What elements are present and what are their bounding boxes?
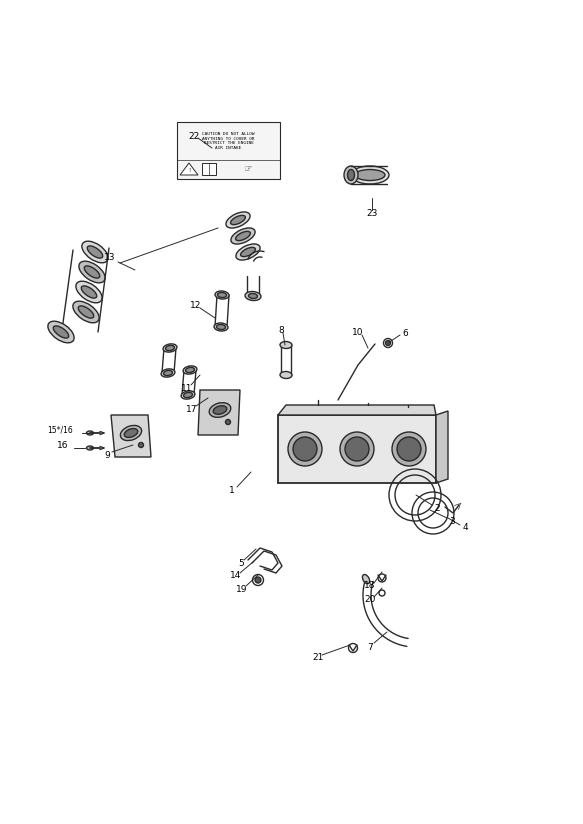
Text: 8: 8 (278, 325, 284, 335)
Text: 16: 16 (57, 441, 69, 450)
Ellipse shape (208, 396, 220, 404)
Text: 18: 18 (364, 582, 376, 591)
Text: 1: 1 (229, 485, 235, 494)
Ellipse shape (73, 302, 99, 323)
Ellipse shape (345, 437, 369, 461)
Ellipse shape (124, 428, 138, 438)
Text: 23: 23 (366, 208, 378, 218)
Bar (202, 163, 216, 175)
Ellipse shape (53, 325, 69, 338)
Ellipse shape (121, 425, 142, 441)
Ellipse shape (207, 416, 219, 424)
Ellipse shape (216, 325, 226, 330)
Ellipse shape (236, 232, 251, 241)
Ellipse shape (213, 405, 227, 414)
Ellipse shape (288, 432, 322, 466)
Ellipse shape (166, 345, 174, 350)
Ellipse shape (355, 170, 385, 180)
Polygon shape (278, 405, 436, 415)
Ellipse shape (245, 292, 261, 301)
Text: 6: 6 (402, 329, 408, 338)
Ellipse shape (226, 212, 250, 228)
Ellipse shape (139, 442, 143, 447)
Ellipse shape (183, 366, 197, 374)
Text: 7: 7 (367, 643, 373, 652)
Text: 17: 17 (186, 405, 198, 414)
Ellipse shape (184, 392, 192, 398)
Text: 9: 9 (104, 451, 110, 460)
Polygon shape (436, 411, 448, 483)
Text: 19: 19 (236, 584, 248, 593)
Ellipse shape (185, 368, 195, 372)
Polygon shape (180, 163, 198, 175)
Text: 5: 5 (238, 559, 244, 569)
Ellipse shape (87, 246, 103, 258)
Text: 20: 20 (364, 596, 375, 605)
Ellipse shape (163, 344, 177, 352)
Ellipse shape (397, 437, 421, 461)
Ellipse shape (351, 166, 389, 184)
Ellipse shape (82, 241, 108, 263)
Ellipse shape (241, 247, 255, 256)
Ellipse shape (392, 432, 426, 466)
Ellipse shape (209, 403, 231, 417)
Text: 12: 12 (190, 301, 202, 310)
Polygon shape (111, 415, 151, 457)
Ellipse shape (340, 432, 374, 466)
Ellipse shape (86, 446, 93, 450)
Ellipse shape (231, 215, 245, 225)
Text: CAUTION DO NOT ALLOW
ANYTHING TO COVER OR
RESTRICT THE ENGINE
AIR INTAKE: CAUTION DO NOT ALLOW ANYTHING TO COVER O… (202, 132, 255, 150)
Text: 21: 21 (312, 653, 324, 662)
Ellipse shape (231, 228, 255, 244)
Ellipse shape (226, 419, 230, 424)
Text: 14: 14 (230, 572, 242, 580)
Ellipse shape (76, 281, 102, 302)
Ellipse shape (161, 369, 175, 377)
Ellipse shape (293, 437, 317, 461)
Ellipse shape (236, 244, 260, 260)
Ellipse shape (214, 323, 228, 331)
Text: 4: 4 (462, 523, 468, 532)
Text: 3: 3 (449, 517, 455, 526)
Ellipse shape (385, 340, 391, 345)
Text: !: ! (188, 167, 190, 172)
Ellipse shape (181, 391, 195, 399)
Ellipse shape (85, 266, 100, 279)
Ellipse shape (215, 291, 229, 299)
Polygon shape (198, 390, 240, 435)
Text: 2: 2 (434, 503, 440, 513)
Ellipse shape (48, 321, 74, 343)
Text: 13: 13 (104, 254, 116, 263)
Text: 11: 11 (181, 383, 193, 392)
Ellipse shape (86, 431, 93, 435)
Text: 10: 10 (352, 327, 364, 336)
Ellipse shape (164, 371, 173, 376)
Ellipse shape (217, 293, 226, 297)
Ellipse shape (280, 341, 292, 349)
Ellipse shape (248, 293, 258, 298)
Bar (177, 122, 280, 179)
Text: 22: 22 (188, 132, 199, 141)
Ellipse shape (347, 170, 354, 180)
Ellipse shape (344, 166, 358, 184)
Ellipse shape (78, 306, 94, 318)
Ellipse shape (280, 372, 292, 378)
Text: 15*/16: 15*/16 (47, 425, 73, 434)
Ellipse shape (79, 261, 105, 283)
Bar (278, 415, 436, 483)
Ellipse shape (255, 577, 261, 583)
Ellipse shape (81, 286, 97, 298)
Text: ☞: ☞ (243, 164, 251, 174)
Ellipse shape (363, 574, 370, 583)
